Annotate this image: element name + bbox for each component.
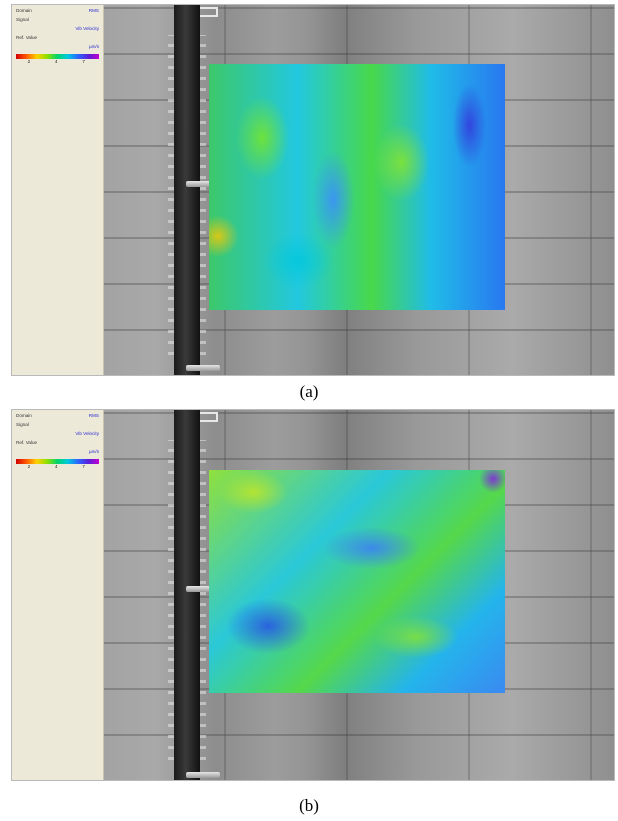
- color-scale-tick: 2: [27, 59, 31, 64]
- domain-label: Domain: [16, 8, 32, 13]
- color-scale-tick: 4: [55, 464, 58, 469]
- unit-value[interactable]: µm/s: [88, 449, 99, 454]
- domain-value[interactable]: RMS: [88, 8, 99, 13]
- video-viewport: [104, 5, 614, 375]
- unit-row: Ref. Value: [16, 440, 99, 448]
- color-scale-tick: 7: [82, 464, 85, 469]
- steel-column: [174, 410, 200, 780]
- hook-icon: [200, 412, 218, 422]
- color-scale-tick: 7: [82, 59, 85, 64]
- signal-value[interactable]: Vib Velocity: [75, 431, 99, 436]
- bolt-icon: [186, 365, 220, 371]
- video-viewport: [104, 410, 614, 780]
- color-scale-tick: 2: [27, 464, 31, 469]
- settings-panel: Domain RMS Signal Vib Velocity Ref. Valu…: [12, 5, 104, 375]
- color-scale-ticks: 2 4 7: [16, 59, 99, 66]
- domain-row[interactable]: Domain RMS: [16, 8, 99, 16]
- color-scale-ticks: 2 4 7: [16, 464, 99, 471]
- figure-caption: (a): [299, 382, 319, 401]
- hook-icon: [200, 7, 218, 17]
- unit-value[interactable]: µm/s: [88, 44, 99, 49]
- steel-column: [174, 5, 200, 375]
- signal-label: Signal: [16, 422, 29, 427]
- signal-value-row[interactable]: Vib Velocity: [16, 431, 99, 439]
- unit-value-row[interactable]: µm/s: [16, 44, 99, 52]
- bolt-icon: [186, 772, 220, 778]
- domain-value[interactable]: RMS: [88, 413, 99, 418]
- color-scale-tick: 4: [55, 59, 58, 64]
- signal-row: Signal: [16, 422, 99, 430]
- signal-value-row[interactable]: Vib Velocity: [16, 26, 99, 34]
- measurement-window-b: Domain RMS Signal Vib Velocity Ref. Valu…: [11, 409, 615, 781]
- color-scale-bar: [16, 459, 99, 464]
- color-scale-bar: [16, 54, 99, 59]
- unit-value-row[interactable]: µm/s: [16, 449, 99, 457]
- domain-label: Domain: [16, 413, 32, 418]
- figure-caption: (b): [299, 796, 319, 815]
- measurement-window-a: Domain RMS Signal Vib Velocity Ref. Valu…: [11, 4, 615, 376]
- unit-label: Ref. Value: [16, 440, 38, 445]
- domain-row[interactable]: Domain RMS: [16, 413, 99, 421]
- settings-panel: Domain RMS Signal Vib Velocity Ref. Valu…: [12, 410, 104, 780]
- signal-value[interactable]: Vib Velocity: [75, 26, 99, 31]
- bolt-icon: [186, 181, 220, 187]
- vibration-color-map: [209, 64, 505, 310]
- bolt-icon: [186, 586, 220, 592]
- signal-row: Signal: [16, 17, 99, 25]
- unit-label: Ref. Value: [16, 35, 38, 40]
- vibration-color-map: [209, 470, 505, 693]
- signal-label: Signal: [16, 17, 29, 22]
- unit-row: Ref. Value: [16, 35, 99, 43]
